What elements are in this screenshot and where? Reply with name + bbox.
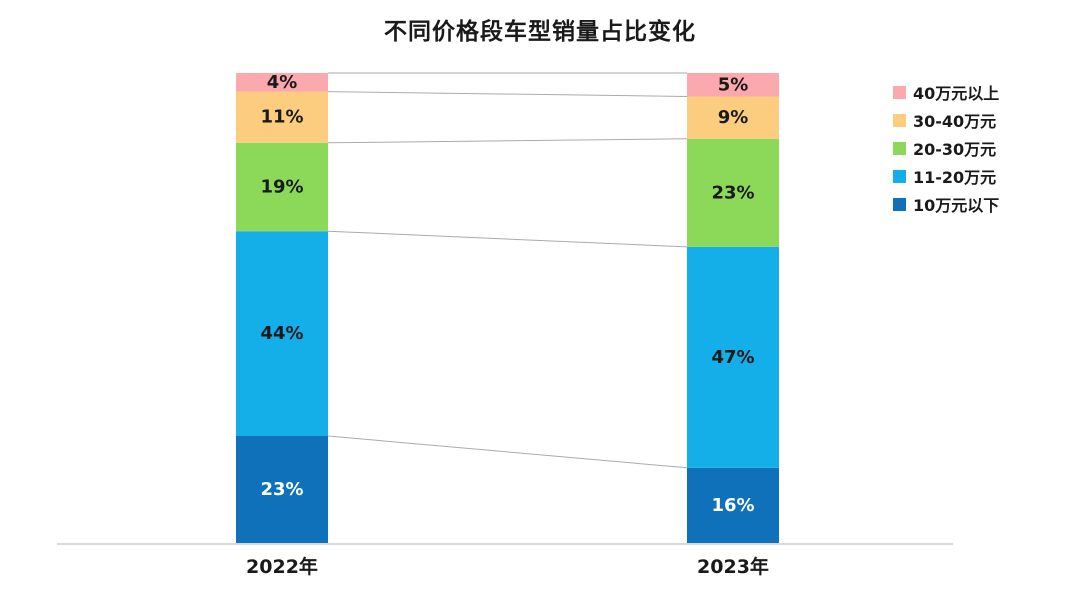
bar-segment-value-label: 4% xyxy=(267,72,298,93)
bar-segment xyxy=(687,246,779,468)
legend-swatch-icon xyxy=(893,169,906,183)
legend-item: 10万元以下 xyxy=(893,190,999,218)
connector-line xyxy=(327,435,688,469)
bar-segment xyxy=(687,73,779,97)
bar-segment xyxy=(236,142,328,232)
legend-swatch-icon xyxy=(893,85,906,99)
bar-segment xyxy=(236,91,328,143)
x-axis-category-label: 2023年 xyxy=(697,555,769,578)
legend-label: 30-40万元 xyxy=(913,112,997,131)
legend: 40万元以上 30-40万元 20-30万元 11-20万元 10万元以下 xyxy=(893,78,999,218)
legend-swatch-icon xyxy=(893,141,906,155)
bar-segment-value-label: 16% xyxy=(711,495,754,516)
legend-swatch-icon xyxy=(893,113,906,127)
connector-line xyxy=(327,138,688,144)
legend-swatch-icon xyxy=(893,197,906,211)
x-axis-category-label: 2022年 xyxy=(246,555,318,578)
bar-segment-value-label: 47% xyxy=(711,347,754,368)
legend-label: 11-20万元 xyxy=(913,168,997,187)
bar-segment-value-label: 11% xyxy=(260,107,303,128)
bar-segment xyxy=(687,467,779,543)
bar-segment-value-label: 23% xyxy=(711,182,754,203)
legend-label: 40万元以上 xyxy=(913,84,1000,103)
chart-title: 不同价格段车型销量占比变化 xyxy=(384,19,696,45)
bar-segment xyxy=(687,96,779,139)
bar-segment xyxy=(236,436,328,543)
legend-label: 10万元以下 xyxy=(913,196,1000,215)
legend-item: 20-30万元 xyxy=(893,134,999,162)
legend-item: 11-20万元 xyxy=(893,162,999,190)
bar-segment-value-label: 19% xyxy=(260,177,303,198)
bar-segment-value-label: 9% xyxy=(718,107,749,128)
bar-segment xyxy=(236,231,328,436)
legend-item: 40万元以上 xyxy=(893,78,999,106)
bar-segment-value-label: 5% xyxy=(718,74,749,95)
legend-item: 30-40万元 xyxy=(893,106,999,134)
legend-label: 20-30万元 xyxy=(913,140,997,159)
bar-segment xyxy=(236,73,328,92)
connector-line xyxy=(327,230,688,248)
bar-segment-value-label: 23% xyxy=(260,479,303,500)
bar-segment xyxy=(687,138,779,247)
bar-segment-value-label: 44% xyxy=(260,323,303,344)
connector-line xyxy=(327,91,688,97)
